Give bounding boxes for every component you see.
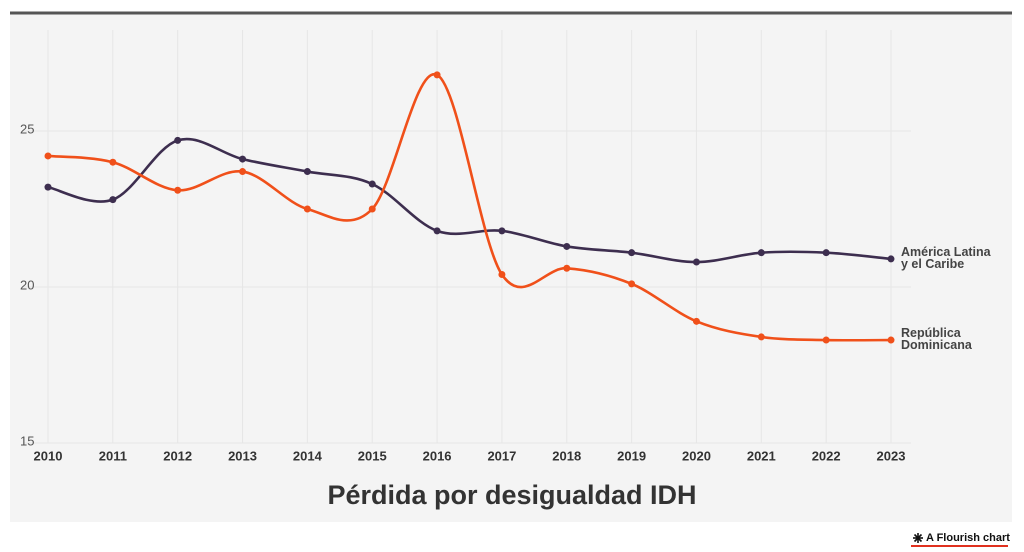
chart-title: Pérdida por desigualdad IDH: [327, 480, 696, 510]
data-point: [757, 249, 765, 257]
x-tick-label: 2018: [552, 448, 581, 463]
series-label: República Dominicana: [901, 326, 973, 352]
series-label: América Latina y el Caribe: [901, 245, 992, 271]
data-point: [239, 155, 247, 163]
data-point: [174, 136, 182, 144]
x-tick-label: 2014: [293, 448, 323, 463]
plot-background: [10, 14, 1012, 522]
x-tick-label: 2021: [747, 448, 776, 463]
data-point: [628, 249, 636, 257]
data-point: [628, 280, 636, 288]
data-point: [822, 249, 830, 257]
data-point: [239, 168, 247, 176]
data-point: [563, 242, 571, 250]
x-tick-label: 2010: [34, 448, 63, 463]
x-tick-label: 2012: [163, 448, 192, 463]
y-tick-label: 25: [20, 121, 34, 136]
data-point: [174, 186, 182, 194]
data-point: [368, 205, 376, 213]
y-tick-label: 20: [20, 277, 34, 292]
y-tick-label: 15: [20, 433, 34, 448]
data-point: [757, 333, 765, 341]
x-tick-label: 2017: [487, 448, 516, 463]
x-tick-label: 2013: [228, 448, 257, 463]
data-point: [303, 168, 311, 176]
data-point: [498, 227, 506, 235]
data-point: [109, 196, 117, 204]
x-tick-label: 2023: [877, 448, 906, 463]
footer-credit[interactable]: A Flourish chart: [926, 532, 1010, 544]
data-point: [44, 183, 52, 191]
x-tick-label: 2015: [358, 448, 387, 463]
x-tick-label: 2019: [617, 448, 646, 463]
x-tick-label: 2022: [812, 448, 841, 463]
data-point: [109, 158, 117, 166]
x-tick-label: 2020: [682, 448, 711, 463]
data-point: [44, 152, 52, 160]
data-point: [303, 205, 311, 213]
flourish-logo: [913, 533, 923, 543]
data-point: [433, 71, 441, 79]
data-point: [692, 317, 700, 325]
data-point: [433, 227, 441, 235]
x-tick-label: 2016: [423, 448, 452, 463]
data-point: [368, 180, 376, 188]
data-point: [887, 336, 895, 344]
x-tick-label: 2011: [99, 448, 127, 463]
data-point: [822, 336, 830, 344]
data-point: [563, 264, 571, 272]
series-line: [47, 73, 892, 342]
data-point: [498, 271, 506, 279]
data-point: [692, 258, 700, 266]
data-point: [887, 255, 895, 263]
